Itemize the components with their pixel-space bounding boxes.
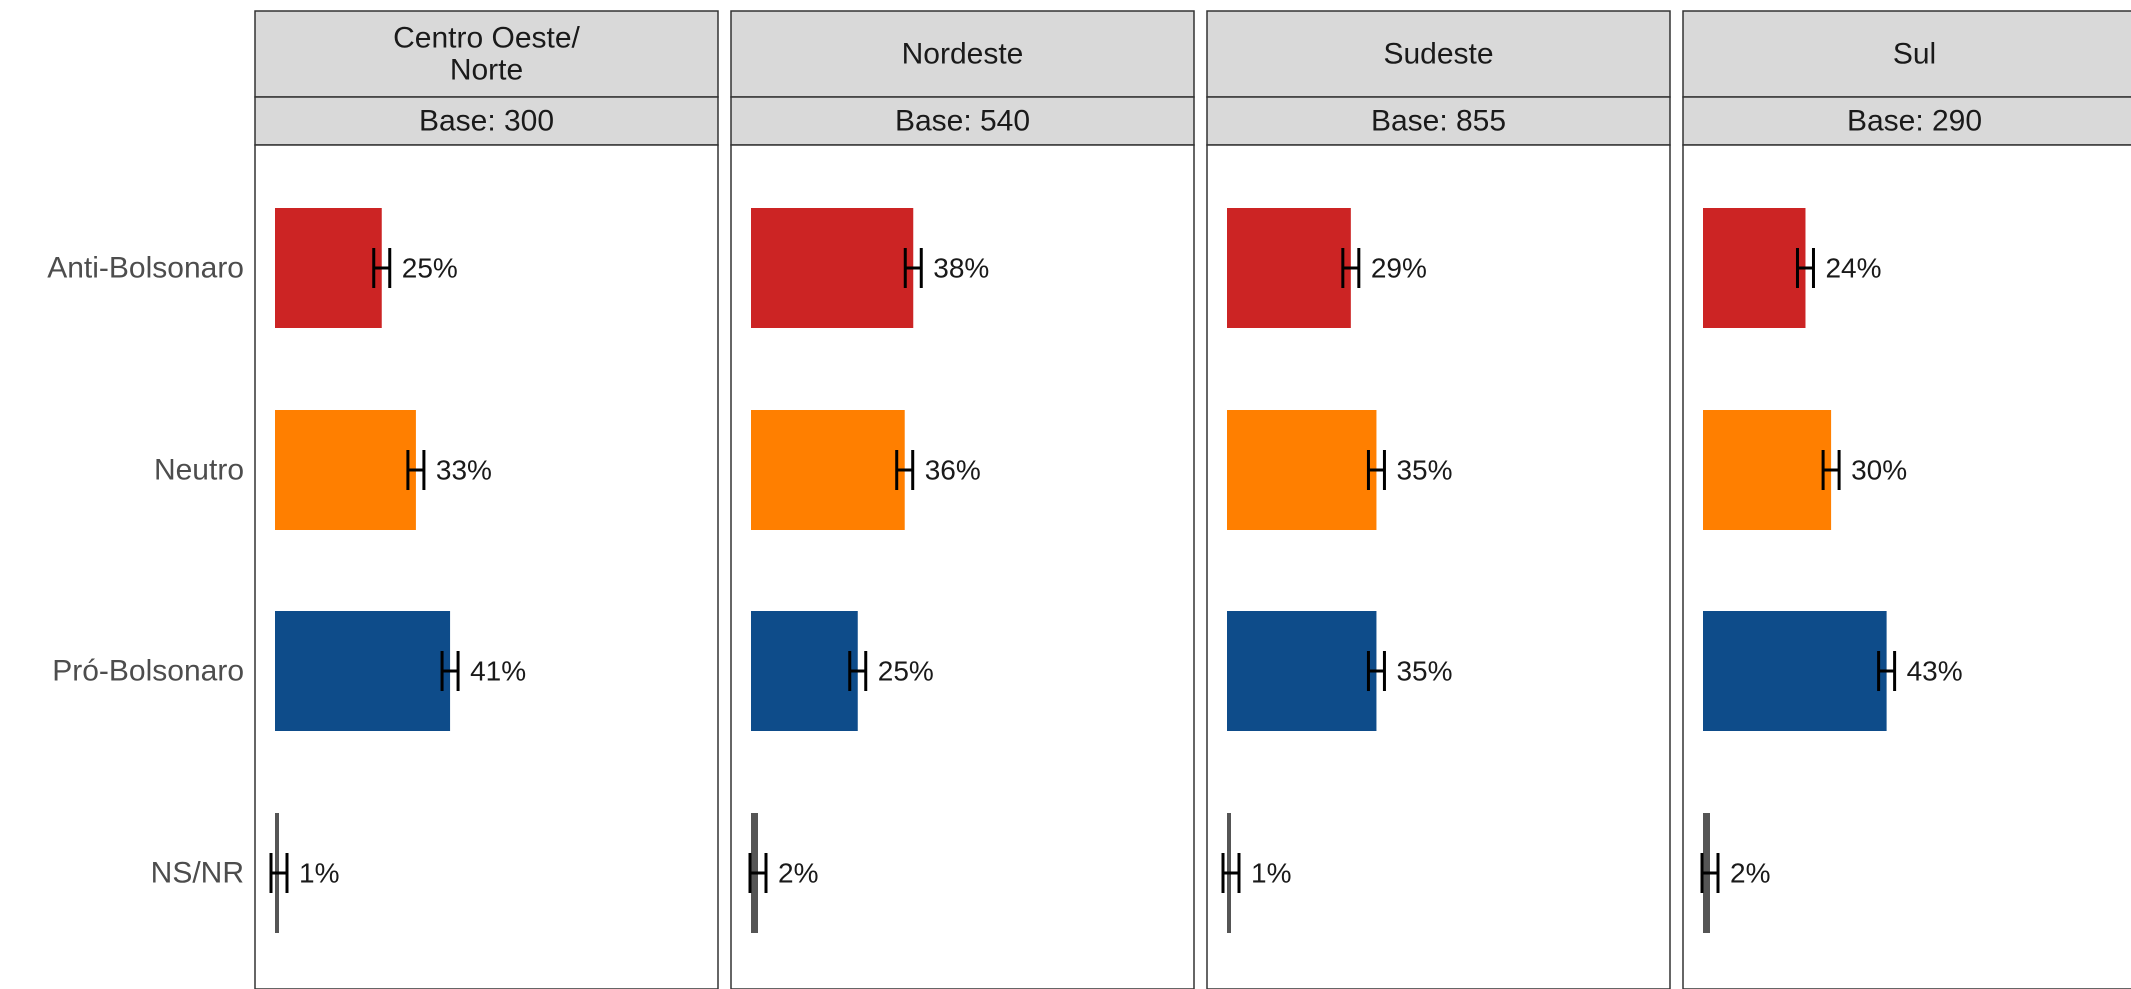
data-label: 24% (1825, 253, 1881, 284)
panel-title: Sudeste (1383, 38, 1493, 71)
panel-base-label: Base: 540 (895, 105, 1030, 138)
bar (751, 410, 905, 530)
bar (275, 611, 451, 731)
panel-3: Sul Base: 290 24% 30% 43% 2% (1682, 10, 2131, 989)
data-label: 25% (402, 253, 458, 284)
data-label: 35% (1396, 455, 1452, 486)
panel-title-line: Nordeste (902, 38, 1024, 71)
panel-base-label: Base: 300 (419, 105, 554, 138)
panel-title-line: Norte (450, 54, 523, 87)
data-label: 2% (778, 858, 818, 889)
data-label: 41% (470, 656, 526, 687)
y-axis-label-0: Anti-Bolsonaro (47, 252, 244, 285)
data-label: 43% (1907, 656, 1963, 687)
data-label: 2% (1730, 858, 1770, 889)
data-label: 1% (1251, 858, 1291, 889)
panel-title-line: Sudeste (1383, 38, 1493, 71)
bar (1227, 410, 1377, 530)
data-label: 38% (933, 253, 989, 284)
panel-title-strip (1682, 10, 2131, 98)
panel-base-strip (254, 96, 719, 146)
y-axis-label-2: Pró-Bolsonaro (52, 655, 244, 688)
data-label: 30% (1851, 455, 1907, 486)
panel-title: Nordeste (902, 38, 1024, 71)
panel-title-strip (254, 10, 719, 98)
y-axis-label-1: Neutro (154, 454, 244, 487)
panel-base-strip (730, 96, 1195, 146)
data-label: 25% (878, 656, 934, 687)
bar (1227, 208, 1351, 328)
panel-0: Centro Oeste/Norte Base: 300 25% 33% 41% 1% (254, 10, 719, 989)
data-label: 36% (925, 455, 981, 486)
panel-2: Sudeste Base: 855 29% 35% 35% 1% (1206, 10, 1671, 989)
panel-title: Centro Oeste/Norte (393, 22, 580, 87)
data-label: 35% (1396, 656, 1452, 687)
y-axis-label-3: NS/NR (151, 857, 244, 890)
bar (1703, 208, 1806, 328)
bar (1703, 611, 1887, 731)
panel-base-label: Base: 855 (1371, 105, 1506, 138)
bar (751, 611, 858, 731)
data-label: 1% (299, 858, 339, 889)
data-label: 33% (436, 455, 492, 486)
panel-title-line: Sul (1893, 38, 1936, 71)
panel-1: Nordeste Base: 540 38% 36% 25% 2% (730, 10, 1195, 989)
panel-title: Sul (1893, 38, 1936, 71)
panel-title-line: Centro Oeste/ (393, 22, 580, 55)
bar (1703, 410, 1832, 530)
panel-title-strip (730, 10, 1195, 98)
bar (275, 410, 416, 530)
bar (1227, 611, 1377, 731)
data-label: 29% (1371, 253, 1427, 284)
bar (751, 208, 914, 328)
panel-base-strip (1206, 96, 1671, 146)
panel-base-label: Base: 290 (1847, 105, 1982, 138)
bar (275, 208, 382, 328)
